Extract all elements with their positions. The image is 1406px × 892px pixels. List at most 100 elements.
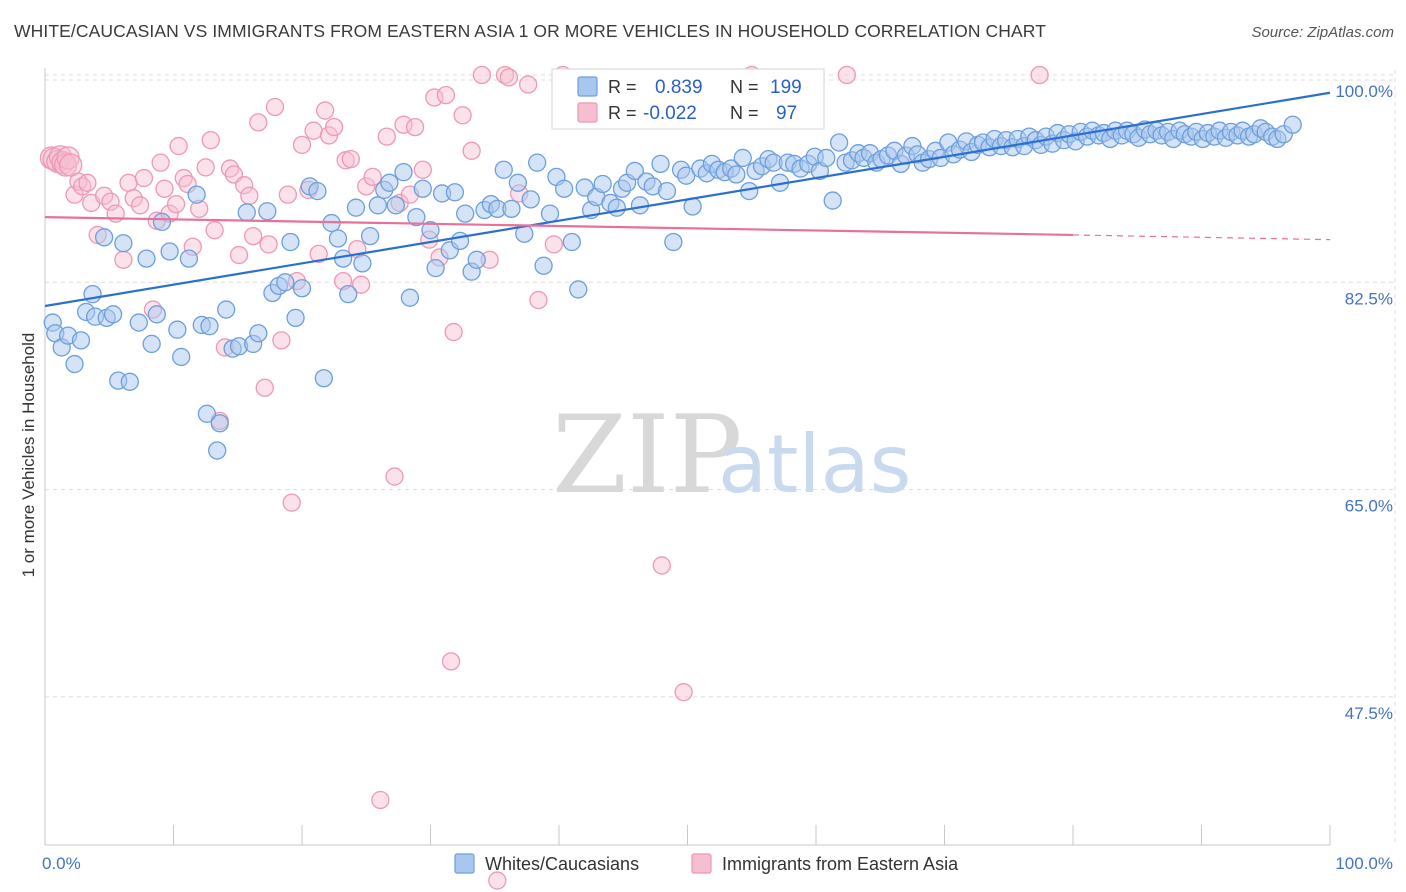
point-whites-110: [733, 148, 752, 168]
point-whites-97: [651, 154, 670, 173]
point-whites-53: [368, 196, 387, 215]
x-tick-label-0: 0.0%: [42, 854, 81, 873]
point-eastern-asia-7: [59, 153, 83, 177]
point-eastern-asia-34: [201, 131, 220, 150]
point-whites-57: [394, 162, 413, 182]
point-whites-60: [413, 179, 432, 198]
source-credit: Source: ZipAtlas.com: [1251, 24, 1394, 41]
point-whites-18: [147, 305, 166, 324]
trend-lines: [44, 91, 1331, 308]
point-eastern-asia-61: [341, 149, 360, 169]
point-whites-66: [450, 231, 470, 250]
axes: [44, 68, 1331, 846]
point-whites-90: [607, 198, 626, 217]
watermark-atlas: atlas: [718, 418, 911, 511]
point-whites-74: [502, 199, 521, 219]
point-eastern-asia-49: [278, 185, 298, 204]
stats-blue-n-value: 199: [770, 77, 802, 98]
point-eastern-asia-42: [240, 186, 259, 205]
point-eastern-asia-18: [119, 173, 138, 192]
y-tick-label-0: 47.5%: [1345, 704, 1393, 723]
point-eastern-asia-58: [324, 117, 344, 137]
point-eastern-asia-25: [155, 179, 174, 198]
point-eastern-asia-80: [453, 106, 472, 125]
point-whites-75: [508, 173, 528, 192]
point-eastern-asia-40: [229, 245, 249, 265]
point-eastern-asia-33: [196, 158, 215, 177]
point-whites-24: [187, 185, 206, 204]
point-eastern-asia-67: [377, 127, 396, 146]
trend-line-eastern-asia-extension: [1072, 234, 1331, 241]
point-whites-78: [528, 153, 547, 172]
point-whites-36: [258, 202, 277, 221]
point-eastern-asia-82: [472, 65, 492, 85]
point-eastern-asia-70: [394, 115, 413, 134]
stats-pink-n-value: 97: [776, 103, 797, 124]
chart-title: WHITE/CAUCASIAN VS IMMIGRANTS FROM EASTE…: [14, 21, 1046, 41]
point-whites-58: [400, 288, 420, 307]
point-whites-77: [521, 190, 540, 209]
point-whites-28: [208, 441, 227, 460]
point-whites-26: [197, 404, 217, 423]
point-eastern-asia-24: [151, 153, 170, 172]
point-eastern-asia-90: [544, 235, 564, 254]
point-eastern-asia-64: [357, 177, 376, 196]
point-whites-52: [360, 226, 380, 246]
point-whites-41: [286, 308, 305, 327]
trend-line-whites: [44, 91, 1331, 308]
point-eastern-asia-63: [351, 275, 371, 294]
point-whites-73: [494, 160, 513, 179]
point-whites-84: [569, 280, 588, 299]
point-whites-47: [328, 229, 348, 248]
legend-label-whites: Whites/Caucasians: [485, 854, 639, 874]
point-whites-50: [346, 198, 366, 217]
point-whites-82: [554, 179, 574, 198]
watermark: ZIP atlas: [552, 393, 911, 518]
point-whites-202: [1283, 115, 1302, 134]
point-eastern-asia-75: [425, 88, 444, 107]
point-whites-59: [407, 208, 426, 227]
point-whites-16: [137, 249, 156, 268]
stats-pink-n-label: N =: [730, 103, 759, 123]
trend-line-eastern-asia: [44, 216, 1074, 237]
point-whites-93: [625, 161, 644, 181]
point-eastern-asia-88: [519, 75, 538, 94]
point-eastern-asia-92: [652, 556, 671, 575]
point-whites-40: [281, 232, 300, 252]
point-eastern-asia-66: [371, 790, 390, 810]
point-eastern-asia-41: [235, 176, 254, 195]
point-eastern-asia-17: [114, 250, 133, 269]
point-whites-51: [353, 254, 372, 273]
point-eastern-asia-52: [292, 135, 312, 155]
point-eastern-asia-20: [130, 196, 150, 215]
point-eastern-asia-46: [259, 235, 278, 254]
stats-swatch-pink: [577, 102, 598, 123]
point-eastern-asia-72: [405, 117, 425, 137]
legend: Whites/Caucasians Immigrants from Easter…: [454, 853, 959, 874]
point-whites-35: [249, 324, 268, 343]
point-whites-65: [445, 183, 465, 202]
x-tick-label-1: 100.0%: [1335, 854, 1393, 873]
point-whites-56: [386, 196, 405, 215]
point-eastern-asia-47: [265, 97, 285, 117]
point-eastern-asia-89: [529, 290, 548, 310]
point-whites-9: [94, 228, 114, 247]
point-whites-19: [152, 212, 172, 232]
point-whites-27: [200, 316, 219, 336]
point-eastern-asia-56: [315, 101, 335, 120]
point-whites-29: [210, 414, 229, 433]
point-whites-42: [292, 279, 312, 298]
point-whites-125: [829, 133, 849, 152]
point-whites-124: [823, 191, 842, 210]
point-whites-61: [421, 221, 440, 240]
point-whites-39: [276, 273, 295, 292]
y-axis-title: 1 or more Vehicles in Household: [19, 333, 38, 578]
point-whites-83: [562, 232, 581, 252]
stats-box: R = 0.839 N = 199 R = -0.022 N = 97: [551, 68, 825, 130]
point-whites-88: [593, 174, 612, 194]
point-whites-79: [534, 256, 553, 275]
point-eastern-asia-86: [499, 68, 519, 87]
point-whites-99: [664, 232, 683, 252]
legend-swatch-eastern-asia: [691, 853, 712, 874]
point-whites-11: [103, 305, 123, 324]
